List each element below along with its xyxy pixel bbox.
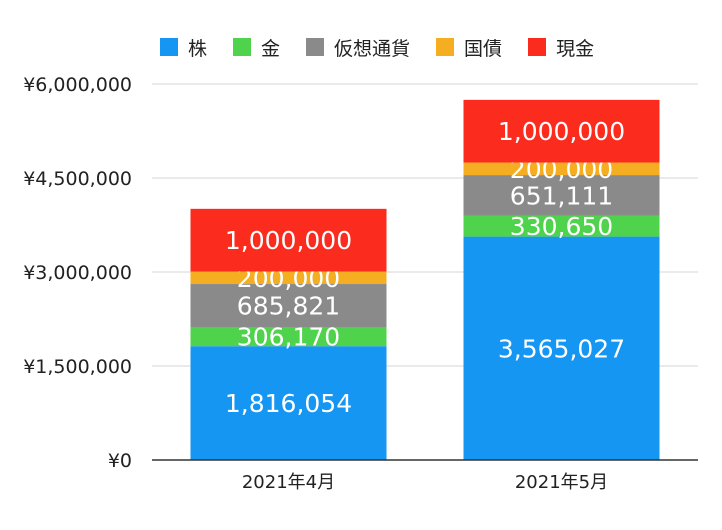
y-tick-label: ¥1,500,000 xyxy=(23,356,132,378)
legend-label: 株 xyxy=(188,37,208,60)
data-label: 330,650 xyxy=(510,212,613,241)
y-tick-label: ¥0 xyxy=(108,450,132,472)
data-label: 685,821 xyxy=(237,292,340,321)
y-tick-label: ¥3,000,000 xyxy=(23,262,132,284)
bar-segment xyxy=(463,175,660,216)
legend-label: 国債 xyxy=(464,37,503,60)
legend-item: 仮想通貨 xyxy=(306,34,410,61)
data-label: 1,000,000 xyxy=(225,226,352,255)
bar-segment xyxy=(190,284,387,328)
data-label: 306,170 xyxy=(237,323,340,352)
y-tick-label: ¥4,500,000 xyxy=(23,168,132,190)
legend-swatch xyxy=(233,38,252,56)
data-label: 1,000,000 xyxy=(498,117,625,146)
legend-item: 株 xyxy=(160,34,207,61)
legend-swatch xyxy=(436,38,455,56)
legend-label: 仮想通貨 xyxy=(334,37,411,60)
legend-swatch xyxy=(528,38,547,56)
legend-swatch xyxy=(306,38,325,56)
x-tick-label: 2021年5月 xyxy=(515,472,608,493)
bar-segment xyxy=(463,162,660,176)
bar-segment xyxy=(190,271,387,285)
x-tick-label: 2021年4月 xyxy=(242,472,335,493)
bar-segment xyxy=(463,215,660,237)
bar-segment xyxy=(190,346,387,460)
y-tick-label: ¥6,000,000 xyxy=(23,74,132,96)
legend-swatch xyxy=(160,38,178,56)
bar-segment xyxy=(190,327,387,347)
bar-segment xyxy=(190,208,387,272)
bar-segment xyxy=(463,99,660,163)
legend-item: 現金 xyxy=(528,34,594,61)
legend-item: 金 xyxy=(233,34,280,61)
chart-legend: 株 金 仮想通貨 国債 現金 xyxy=(160,34,594,60)
legend-label: 現金 xyxy=(556,37,595,60)
legend-label: 金 xyxy=(261,37,281,60)
legend-item: 国債 xyxy=(436,34,502,61)
data-label: 1,816,054 xyxy=(225,389,352,418)
bar-segment xyxy=(463,236,660,460)
data-label: 651,111 xyxy=(510,181,613,210)
data-label: 3,565,027 xyxy=(498,334,625,363)
